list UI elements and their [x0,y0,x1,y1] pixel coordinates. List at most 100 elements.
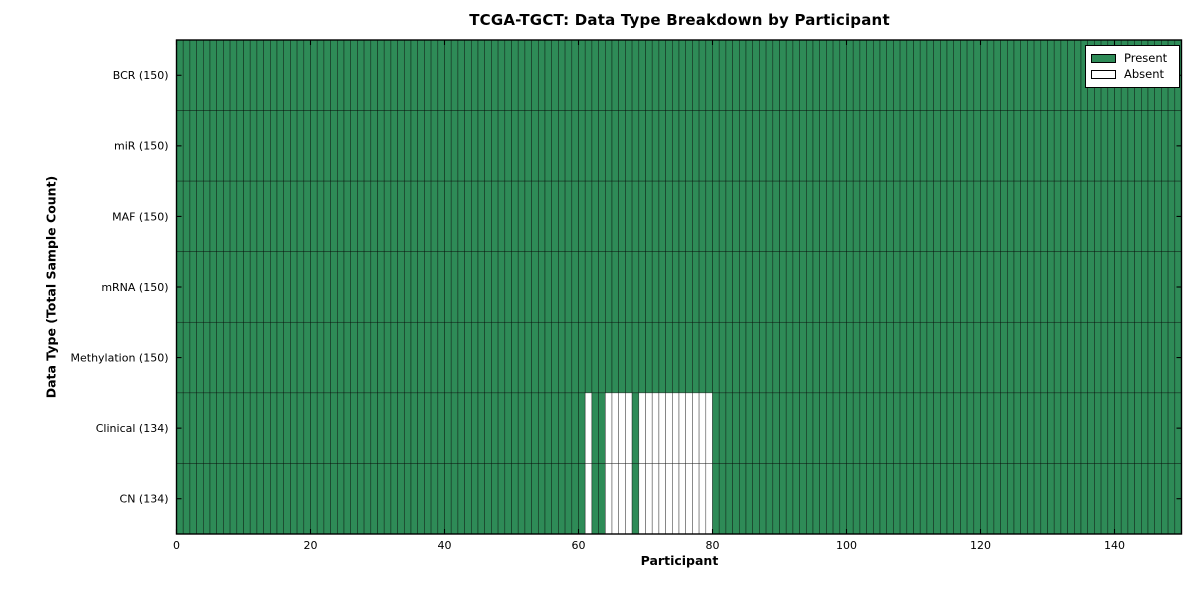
heatmap-cell [705,110,713,182]
heatmap-cell [946,39,954,111]
heatmap-cell [1060,392,1068,464]
heatmap-cell [1067,180,1075,253]
heatmap-cell [571,321,579,394]
heatmap-cell [752,39,760,111]
heatmap-cell [993,251,1001,323]
heatmap-cell [906,110,914,182]
heatmap-cell [738,39,747,111]
legend-entry-absent: Absent [1091,68,1174,81]
heatmap-cell [725,251,733,323]
heatmap-cell [363,180,372,253]
heatmap-cell [986,180,995,253]
heatmap-cell [196,392,204,464]
heatmap-cell [390,180,398,253]
heatmap-cell [531,251,539,323]
heatmap-cell [645,392,653,464]
heatmap-cell [1006,251,1015,323]
heatmap-cell [504,321,512,394]
heatmap-cell [819,110,827,182]
heatmap-cell [852,39,861,111]
heatmap-cell [584,321,593,394]
heatmap-cell [1114,251,1122,323]
heatmap-cell [685,180,693,253]
heatmap-cell [182,321,191,394]
heatmap-cell [846,392,854,464]
heatmap-cell [645,180,653,253]
heatmap-cell [685,463,693,535]
heatmap-cell [692,39,700,111]
heatmap-cell [893,180,901,253]
heatmap-cell [571,180,579,253]
heatmap-cell [792,39,800,111]
heatmap-cell [578,251,586,323]
heatmap-cell [604,321,613,394]
heatmap-cell [933,110,941,182]
heatmap-cell [558,180,566,253]
heatmap-cell [350,392,358,464]
heatmap-cell [537,321,546,394]
heatmap-cell [631,392,640,464]
heatmap-cell [725,463,733,535]
heatmap-cell [826,392,834,464]
heatmap-cell [665,392,673,464]
heatmap-cell [323,251,331,323]
heatmap-cell [1047,392,1055,464]
heatmap-cell [832,251,841,323]
heatmap-cell [397,110,405,182]
heatmap-cell [1006,180,1015,253]
heatmap-cell [893,392,901,464]
heatmap-cell [1147,321,1155,394]
heatmap-cell [1020,463,1028,535]
heatmap-cell [410,180,418,253]
heatmap-cell [799,321,807,394]
heatmap-cell [269,39,278,111]
heatmap-cell [631,180,640,253]
heatmap-cell [544,392,552,464]
heatmap-cell [1161,180,1169,253]
heatmap-cell [189,392,197,464]
heatmap-cell [216,392,224,464]
heatmap-cell [604,110,613,182]
heatmap-cell [899,180,908,253]
heatmap-cell [745,392,753,464]
heatmap-cell [377,463,385,535]
heatmap-cell [343,392,351,464]
heatmap-cell [1047,110,1055,182]
heatmap-cell [504,39,512,111]
heatmap-cell [283,39,291,111]
heatmap-cell [249,463,258,535]
heatmap-cell [323,110,331,182]
heatmap-cell [584,251,593,323]
heatmap-cell [1100,251,1109,323]
heatmap-cell [966,463,975,535]
heatmap-cell [913,180,921,253]
heatmap-cell [1134,110,1142,182]
heatmap-cell [859,110,867,182]
heatmap-cell [604,251,613,323]
heatmap-cell [1060,180,1068,253]
heatmap-cell [852,321,861,394]
heatmap-cell [363,463,372,535]
heatmap-cell [698,251,707,323]
heatmap-cell [591,321,599,394]
heatmap-cell [759,110,767,182]
heatmap-cell [618,39,626,111]
heatmap-cell [872,463,881,535]
heatmap-cell [993,392,1001,464]
heatmap-cell [350,321,358,394]
heatmap-cell [1161,463,1169,535]
heatmap-cell [497,321,506,394]
heatmap-cell [866,110,874,182]
heatmap-cell [571,392,579,464]
heatmap-cell [846,321,854,394]
heatmap-cell [470,180,479,253]
heatmap-cell [1154,110,1162,182]
heatmap-cell [919,39,928,111]
heatmap-cell [819,251,827,323]
heatmap-cell [826,463,834,535]
heatmap-cell [256,39,264,111]
heatmap-cell [216,251,224,323]
heatmap-cell [939,321,948,394]
heatmap-cell [839,463,847,535]
heatmap-cell [343,39,351,111]
